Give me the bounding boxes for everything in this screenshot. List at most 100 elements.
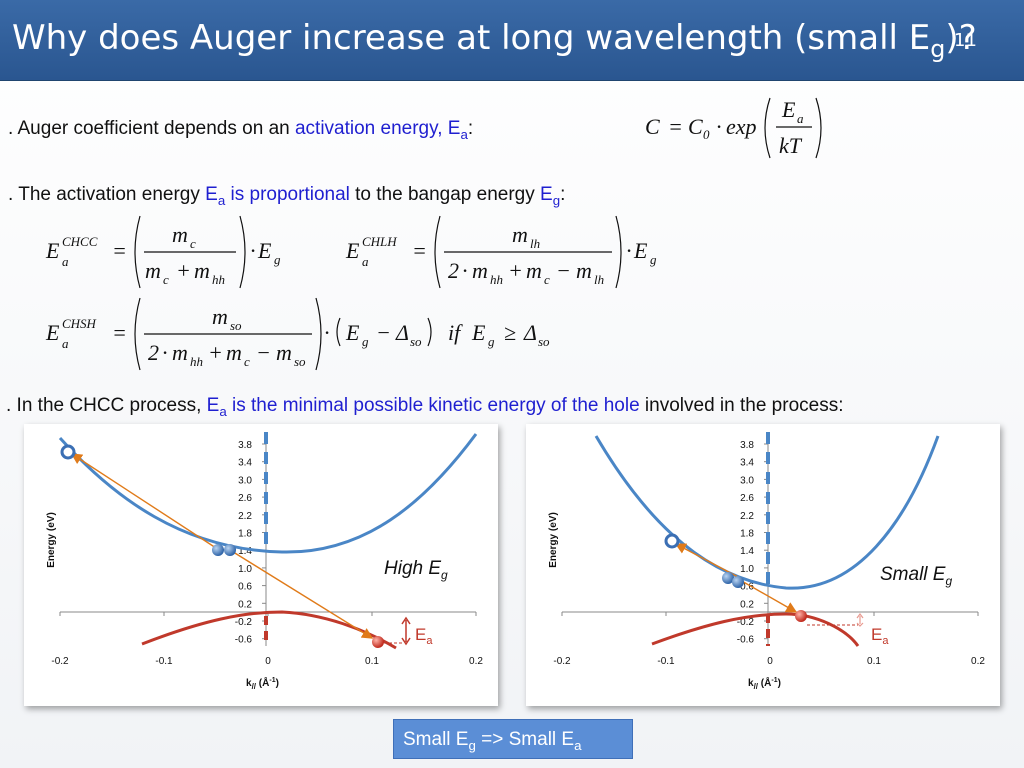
svg-text:≥: ≥	[504, 320, 516, 345]
electron-2	[732, 576, 744, 588]
svg-text:−: −	[256, 340, 271, 365]
y-tick-label: 2.2	[238, 511, 252, 522]
svg-text:m: m	[512, 222, 528, 247]
y-tick-label: 2.6	[740, 493, 754, 504]
y-tick-label: 3.0	[238, 475, 252, 486]
svg-text:−: −	[556, 258, 571, 283]
y-tick-label: -0.2	[737, 617, 755, 628]
x-tick-label: -0.1	[657, 656, 675, 667]
hole-transition-arrow	[739, 579, 798, 613]
y-tick-label: 0.2	[740, 599, 754, 610]
svg-text:E: E	[781, 97, 796, 122]
svg-text:=: =	[112, 320, 127, 345]
svg-text:C: C	[688, 114, 703, 139]
svg-text:E: E	[45, 238, 60, 263]
svg-text:a: a	[797, 111, 804, 126]
svg-text:so: so	[410, 334, 422, 349]
svg-text:2: 2	[148, 340, 159, 365]
y-tick-label: 3.8	[740, 440, 754, 451]
chsh-equation: E CHSH a = m so 2 · m hh + m c − m so · …	[45, 297, 550, 371]
y-tick-label: 0.6	[238, 582, 252, 593]
title-bar: Why does Auger increase at long waveleng…	[0, 0, 1024, 81]
y-tick-label: 3.0	[740, 475, 754, 486]
hole	[372, 636, 384, 648]
x-tick-label: 0	[767, 656, 773, 667]
x-ticks: -0.2 -0.1 0 0.1 0.2	[553, 612, 985, 667]
y-axis-label: Energy (eV)	[548, 512, 559, 568]
y-tick-label: 1.0	[740, 564, 754, 575]
svg-text:m: m	[226, 340, 242, 365]
valence-band	[651, 612, 860, 647]
bullet-chcc-process: . In the CHCC process, Ea is the minimal…	[6, 395, 844, 419]
hole-transition-arrow	[229, 549, 374, 639]
svg-text:m: m	[194, 258, 210, 283]
conduction-band	[594, 435, 940, 590]
svg-text:exp: exp	[726, 114, 757, 139]
svg-text:m: m	[212, 304, 228, 329]
x-axis-label: k// (Å-1)	[748, 676, 781, 691]
svg-text:a: a	[62, 336, 69, 351]
svg-text:E: E	[471, 320, 486, 345]
hole	[795, 610, 807, 622]
chart-small-eg: 3.8 3.4 3.0 2.6 2.2 1.8 1.4 1.0 0.6 0.2 -0.2 -0.6 -…	[526, 424, 1000, 706]
svg-text:CHSH: CHSH	[62, 316, 97, 331]
y-tick-label: 2.2	[740, 511, 754, 522]
svg-text:g: g	[274, 252, 281, 267]
y-tick-label: 1.8	[740, 529, 754, 540]
svg-text:c: c	[163, 272, 169, 287]
y-tick-label: 1.4	[238, 546, 252, 557]
svg-text:hh: hh	[212, 272, 225, 287]
y-tick-label: 2.6	[238, 493, 252, 504]
conclusion-text: Small Eg => Small Ea	[403, 729, 582, 753]
x-tick-label: 0	[265, 656, 271, 667]
svg-text:m: m	[145, 258, 161, 283]
svg-text:m: m	[276, 340, 292, 365]
svg-text:=: =	[412, 238, 427, 263]
svg-text:·: ·	[626, 238, 632, 263]
svg-text:so: so	[230, 318, 242, 333]
electron-1	[722, 572, 734, 584]
svg-text:Δ: Δ	[523, 320, 537, 345]
svg-text:2: 2	[448, 258, 459, 283]
svg-text:c: c	[544, 272, 550, 287]
y-tick-label: 3.4	[740, 458, 754, 469]
y-tick-label: -0.6	[235, 635, 253, 646]
svg-text:m: m	[526, 258, 542, 283]
svg-text:E: E	[45, 320, 60, 345]
svg-text:Δ: Δ	[395, 320, 409, 345]
y-tick-label: 1.0	[238, 564, 252, 575]
slide-number: 11	[954, 30, 977, 51]
chcc-equation: E CHCC a = m c m c + m hh · E g	[45, 215, 281, 289]
svg-text:kT: kT	[779, 133, 803, 158]
chart-high-eg-svg: 3.8 3.4 3.0 2.6 2.2 1.8 1.4 1.0 0.6 0.2 -0.2 -0.6 -…	[46, 432, 483, 691]
svg-text:g: g	[362, 334, 369, 349]
svg-text:·: ·	[324, 320, 330, 345]
y-tick-label: 1.4	[740, 546, 754, 557]
x-tick-label: 0.1	[365, 656, 379, 667]
svg-text:E: E	[345, 238, 360, 263]
conduction-band	[58, 433, 478, 554]
svg-text:·: ·	[162, 340, 168, 365]
x-tick-label: 0.2	[469, 656, 483, 667]
svg-text:lh: lh	[594, 272, 604, 287]
svg-text:·: ·	[250, 238, 256, 263]
auger-equation: C = C 0 · exp E a kT	[645, 97, 822, 159]
y-tick-label: 0.6	[740, 582, 754, 593]
ea-label: Ea	[871, 625, 889, 647]
svg-text:E: E	[633, 238, 648, 263]
x-tick-label: 0.2	[971, 656, 985, 667]
svg-text:c: c	[190, 236, 196, 251]
final-electron-state	[664, 533, 680, 549]
chlh-equation: E CHLH a = m lh 2 · m hh + m c − m lh · …	[345, 215, 657, 289]
x-tick-label: -0.2	[51, 656, 69, 667]
electron-1	[212, 544, 224, 556]
svg-text:lh: lh	[530, 236, 540, 251]
electron-transition-arrow	[70, 453, 217, 549]
ea-double-arrow-icon	[401, 616, 411, 646]
svg-text:=: =	[112, 238, 127, 263]
svg-text:CHCC: CHCC	[62, 234, 98, 249]
small-eg-label: Small Eg	[880, 564, 952, 588]
svg-text:hh: hh	[490, 272, 503, 287]
svg-text:+: +	[508, 258, 523, 283]
final-electron-state	[60, 444, 76, 460]
